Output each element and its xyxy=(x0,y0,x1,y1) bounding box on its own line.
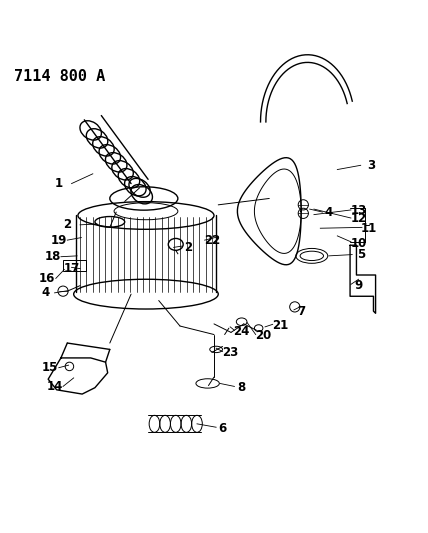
Text: 24: 24 xyxy=(233,325,250,337)
Text: 19: 19 xyxy=(51,233,67,247)
Text: 22: 22 xyxy=(204,233,220,247)
Text: 3: 3 xyxy=(367,159,375,172)
Text: 23: 23 xyxy=(222,346,238,359)
Text: 21: 21 xyxy=(272,319,288,332)
Text: 12: 12 xyxy=(351,212,367,225)
Text: 6: 6 xyxy=(218,423,227,435)
Text: 10: 10 xyxy=(351,237,367,249)
Text: 9: 9 xyxy=(354,279,363,292)
Text: 11: 11 xyxy=(361,222,377,235)
Text: 20: 20 xyxy=(255,329,271,342)
Text: 7114 800 A: 7114 800 A xyxy=(14,69,105,84)
Text: 2: 2 xyxy=(184,241,193,254)
Text: 4: 4 xyxy=(42,286,50,300)
Text: 4: 4 xyxy=(325,206,333,219)
Text: 15: 15 xyxy=(42,361,59,374)
Text: 1: 1 xyxy=(55,177,63,190)
Text: 7: 7 xyxy=(297,305,305,318)
Text: 13: 13 xyxy=(351,204,367,217)
Text: 14: 14 xyxy=(46,380,63,393)
Text: 17: 17 xyxy=(63,262,80,275)
Text: 16: 16 xyxy=(39,272,56,285)
Text: 8: 8 xyxy=(238,381,246,394)
Text: 5: 5 xyxy=(357,248,365,261)
Text: 18: 18 xyxy=(44,250,61,263)
Text: 2: 2 xyxy=(63,219,71,231)
